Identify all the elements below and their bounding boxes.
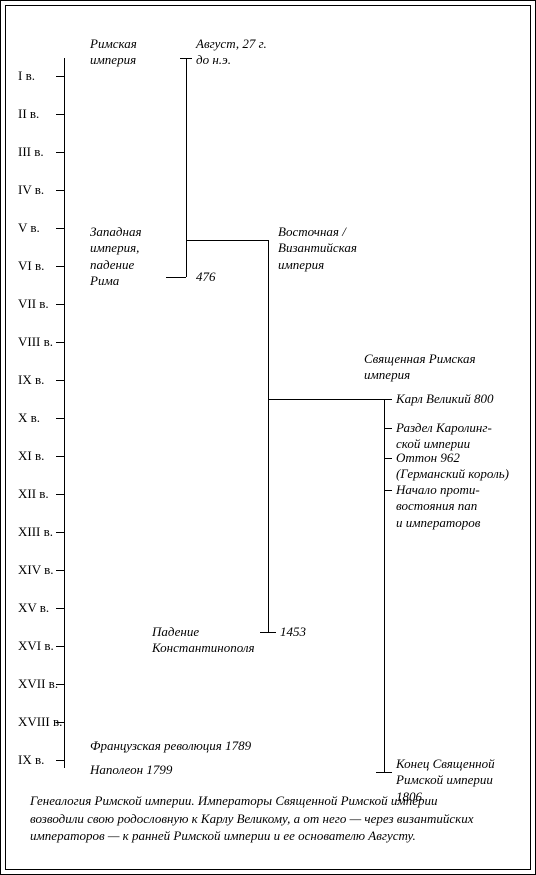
outer-frame: I в. II в. III в. IV в. V в. VI в. VII в. VIII …	[0, 0, 536, 875]
century-label-5: V в.	[18, 220, 40, 236]
end-hre-tick	[376, 772, 392, 773]
year-1453: 1453	[280, 624, 306, 640]
century-label-1: I в.	[18, 68, 35, 84]
caption: Генеалогия Римской империи. Императоры С…	[30, 792, 490, 845]
east-byz-label: Восточная /Византийскаяимперия	[278, 224, 408, 273]
augustus-label: Август, 27 г.до н.э.	[196, 36, 316, 69]
charlemagne-label: Карл Великий 800	[396, 391, 536, 407]
century-tick	[56, 418, 64, 419]
investiture-tick	[384, 490, 392, 491]
century-tick	[56, 760, 64, 761]
century-tick	[56, 532, 64, 533]
byzantine-line	[268, 240, 269, 632]
century-tick	[56, 190, 64, 191]
century-label-7: VII в.	[18, 296, 49, 312]
hre-line	[384, 399, 385, 772]
century-tick	[56, 342, 64, 343]
century-label-9: IX в.	[18, 372, 44, 388]
western-empire-line	[186, 240, 187, 277]
century-label-15: XV в.	[18, 600, 49, 616]
hre-title: Священная Римскаяимперия	[364, 351, 524, 384]
century-label-17: XVII в.	[18, 676, 58, 692]
timeline-diagram: I в. II в. III в. IV в. V в. VI в. VII в. VIII …	[6, 6, 530, 869]
century-label-11: XI в.	[18, 448, 44, 464]
napoleon-label: Наполеон 1799	[90, 762, 290, 778]
century-tick	[56, 304, 64, 305]
century-label-19: IX в.	[18, 752, 44, 768]
century-tick	[56, 266, 64, 267]
century-label-2: II в.	[18, 106, 39, 122]
augustus-tick	[180, 58, 192, 59]
split-east-west	[186, 240, 268, 241]
century-label-18: XVIII в.	[18, 714, 62, 730]
century-axis	[64, 58, 65, 768]
century-label-8: VIII в.	[18, 334, 53, 350]
century-label-6: VI в.	[18, 258, 44, 274]
century-tick	[56, 608, 64, 609]
century-tick	[56, 570, 64, 571]
century-label-14: XIV в.	[18, 562, 54, 578]
year-476: 476	[196, 269, 216, 285]
carolingian-split-tick	[384, 428, 392, 429]
century-label-3: III в.	[18, 144, 44, 160]
inner-frame: I в. II в. III в. IV в. V в. VI в. VII в. VIII …	[5, 5, 531, 870]
investiture-label: Начало проти-востояния папи императоров	[396, 482, 536, 531]
carolingian-split-label: Раздел Каролинг-ской империи	[396, 420, 536, 453]
century-label-10: X в.	[18, 410, 40, 426]
century-tick	[56, 456, 64, 457]
century-tick	[56, 646, 64, 647]
century-tick	[56, 114, 64, 115]
century-tick	[56, 152, 64, 153]
hre-branch	[268, 399, 384, 400]
century-tick	[56, 228, 64, 229]
century-label-4: IV в.	[18, 182, 44, 198]
west-fall-label: Западнаяимперия,падениеРима	[90, 224, 184, 289]
century-tick	[56, 76, 64, 77]
otto-tick	[384, 458, 392, 459]
french-rev-label: Французская революция 1789	[90, 738, 350, 754]
century-label-16: XVI в.	[18, 638, 54, 654]
century-label-12: XII в.	[18, 486, 49, 502]
otto-label: Оттон 962(Германский король)	[396, 450, 536, 483]
century-tick	[56, 494, 64, 495]
roman-empire-line	[186, 58, 187, 240]
century-label-13: XIII в.	[18, 524, 53, 540]
fall-const-label: ПадениеКонстантинополя	[152, 624, 272, 657]
roman-empire-label: Римскаяимперия	[90, 36, 170, 69]
charlemagne-tick	[384, 399, 392, 400]
century-tick	[56, 380, 64, 381]
